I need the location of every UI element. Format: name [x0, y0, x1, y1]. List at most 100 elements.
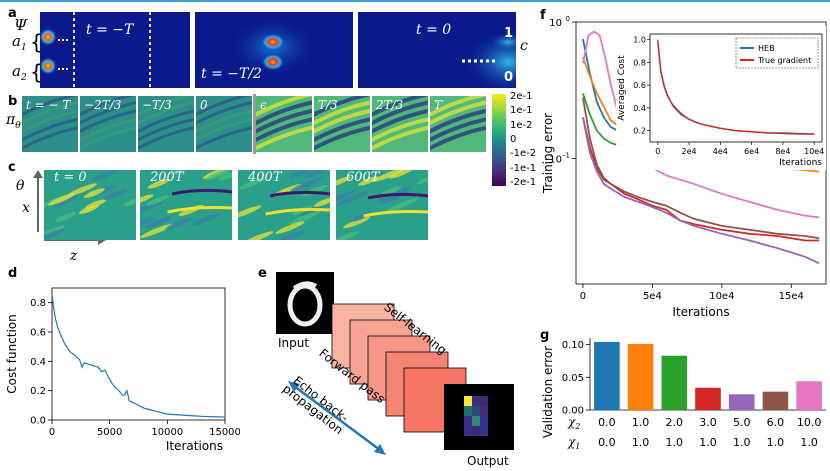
inset-ytick: 0.6 [633, 81, 646, 90]
output-one: 1 [504, 26, 514, 41]
pi-frame-label-5: ϵ [260, 98, 267, 112]
colorbar-tick: -1e-1 [510, 162, 537, 174]
cost-xtick: 15000 [209, 427, 240, 438]
validation-bar-2 [627, 343, 654, 410]
theta-frame-label-2: 200T [150, 170, 184, 185]
chi2-value: 2.0 [666, 416, 684, 429]
pi-theta-label: πθ [6, 112, 21, 131]
panel-a-label: a [8, 6, 17, 21]
train-ytick: 10 [549, 154, 562, 165]
colorbar-tick: 2e-1 [510, 91, 533, 102]
colorbar-tick: -2e-1 [510, 177, 537, 188]
inset-ylabel: Averaged Cost [617, 55, 627, 121]
network-diagram [276, 272, 514, 455]
chi1-value: 1.0 [767, 436, 785, 449]
pi-frame-label-2: −2T/3 [84, 98, 122, 112]
chi2-value: 6.0 [767, 416, 785, 429]
pi-frame-label-4: 0 [200, 98, 208, 112]
inset-ytick: 0.8 [633, 58, 646, 67]
wave-frame-1: t = −T [40, 12, 190, 88]
theta-frame-4: 600T [336, 170, 428, 240]
inset-ytick: 1.0 [633, 36, 646, 45]
theta-frame-1: t = 0 [44, 170, 136, 240]
validation-ylabel: Validation error [541, 346, 555, 438]
cost-ytick: 0.6 [30, 328, 46, 339]
panel-f-label: f [540, 8, 546, 23]
chi1-value: 1.0 [699, 436, 717, 449]
cost-ylabel: Cost function [5, 314, 19, 394]
chi2-row-label: χ2 [567, 415, 580, 431]
panel-e-label: e [258, 266, 267, 281]
chi2-value: 0.0 [598, 416, 616, 429]
validation-error-chart: 0.00 0.05 0.10 Validation error χ2 χ1 0.0 0.0 1.… [541, 338, 826, 451]
theta-axis-label: θ [16, 178, 25, 194]
chi2-value: 10.0 [797, 416, 822, 429]
train-series-brown [582, 97, 820, 240]
chi1-value: 0.0 [598, 436, 616, 449]
pi-frame-6: T/3 [314, 96, 370, 152]
pi-frame-1: t = − T [22, 96, 78, 152]
cost-ytick: 0.8 [30, 298, 46, 309]
psi-symbol: Ψ [14, 16, 28, 34]
cost-series-line [51, 293, 226, 418]
theta-frame-3: 400T [238, 170, 330, 240]
colorbar [492, 94, 506, 186]
train-series-purple [582, 117, 820, 265]
train-xtick: 15e4 [779, 291, 804, 302]
chi2-value: 1.0 [632, 416, 650, 429]
panel-d-label: d [8, 266, 18, 281]
top-rule [0, 0, 830, 2]
output-zero: 0 [504, 70, 514, 85]
time-label-3: t = 0 [416, 22, 452, 38]
pi-frame-label-1: t = − T [26, 98, 71, 112]
chi1-value: 1.0 [666, 436, 684, 449]
cost-ytick: 0.4 [30, 357, 46, 368]
a1-label: a1 [12, 32, 27, 53]
validation-bar-4 [695, 387, 721, 410]
a2-label: a2 [12, 62, 27, 83]
pi-frame-8: T [430, 96, 486, 152]
cost-xtick: 10000 [151, 427, 183, 438]
chi1-row-label: χ1 [567, 435, 580, 451]
colorbar-tick: -1e-2 [510, 148, 537, 160]
legend-entry: HEB [758, 44, 775, 53]
train-xtick: 10e4 [709, 291, 734, 302]
cost-plot-frame [51, 287, 226, 421]
chi1-value: 1.0 [632, 436, 650, 449]
train-ytick-exp: -1 [563, 151, 570, 159]
wave-frame-2: t = −T/2 [195, 12, 353, 88]
theta-frame-label-4: 600T [346, 170, 380, 185]
train-series-red [582, 117, 820, 242]
z-axis-label: z [70, 248, 78, 264]
colorbar-tick: 0 [510, 134, 517, 145]
panel-c-label: c [8, 160, 16, 175]
validation-ytick: 0.00 [562, 406, 584, 417]
output-label: Output [467, 454, 509, 468]
inset-ytick: 0.2 [633, 127, 646, 136]
pi-frame-label-7: 2T/3 [376, 98, 404, 112]
inset-xlabel: Iterations [779, 158, 822, 168]
pi-frame-label-6: T/3 [318, 98, 338, 112]
chi1-value: 1.0 [800, 436, 818, 449]
x-axis-label: x [22, 200, 30, 216]
inset-xtick: 2e4 [682, 147, 697, 156]
cost-xtick: 0 [49, 427, 55, 438]
pi-frame-2: −2T/3 [80, 96, 136, 152]
time-label-1: t = −T [86, 22, 134, 38]
cost-xlabel: Iterations [166, 439, 223, 453]
validation-bar-7 [796, 381, 822, 410]
pi-frame-3: −T/3 [138, 96, 194, 152]
pi-frame-label-8: T [434, 98, 443, 112]
c-label: c [520, 38, 528, 54]
train-ylabel: Training error [541, 113, 555, 194]
validation-bar-3 [661, 355, 688, 410]
cost-ytick: 0.2 [30, 386, 46, 397]
train-xlabel: Iterations [672, 305, 729, 319]
validation-bar-6 [762, 391, 789, 410]
inset-ytick: 0.4 [633, 104, 646, 113]
train-ytick: 10 [549, 18, 562, 29]
cost-xtick: 5000 [97, 427, 122, 438]
cost-ytick: 0.0 [30, 416, 46, 427]
theta-frame-2: 200T [140, 170, 232, 240]
validation-ytick: 0.05 [562, 373, 584, 384]
